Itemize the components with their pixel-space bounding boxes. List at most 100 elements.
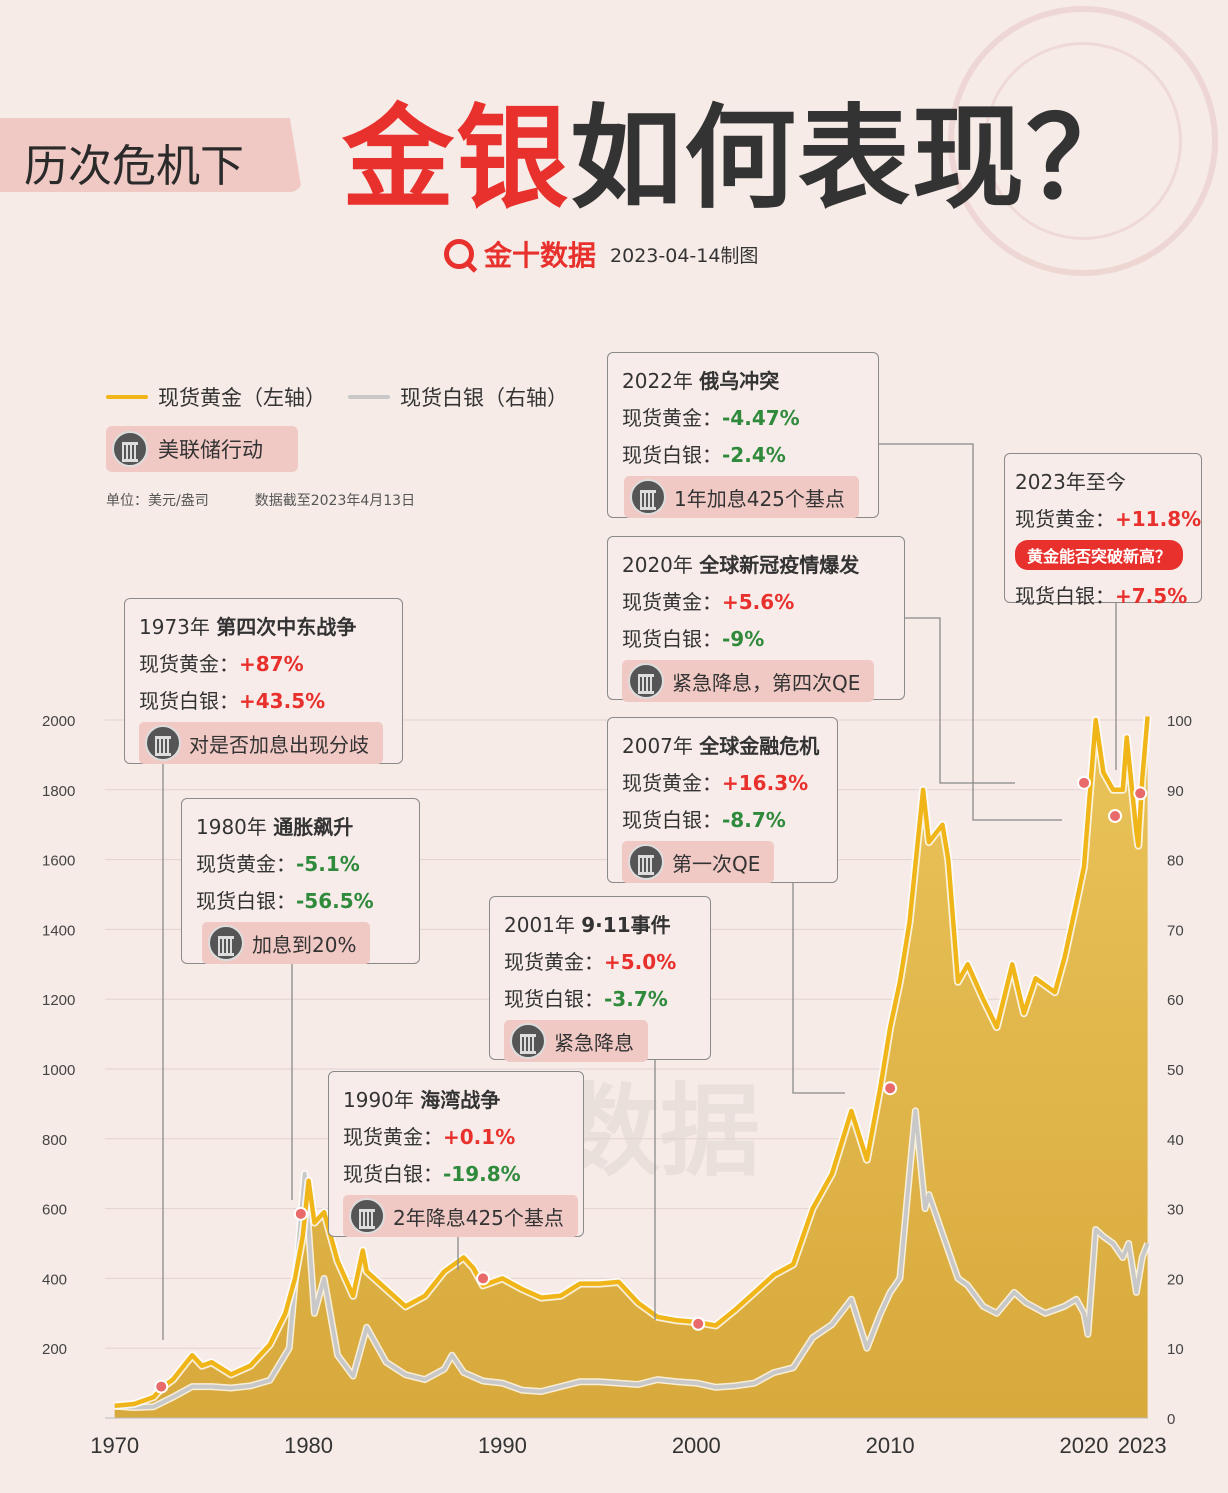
event-box-2020: 2020年 全球新冠疫情爆发 现货黄金：+5.6% 现货白银：-9% 紧急降息，…: [607, 536, 905, 702]
y-tick-label-right: 10: [1167, 1341, 1184, 1358]
gold-swatch-icon: [106, 395, 148, 399]
federal-reserve-seal-watermark: [948, 6, 1218, 276]
y-tick-label-right: 70: [1167, 922, 1184, 939]
fed-action-text: 2年降息425个基点: [393, 1205, 564, 1230]
question-badge: 黄金能否突破新高？: [1015, 540, 1184, 570]
title-rest: 如何表现？: [570, 94, 1140, 224]
y-tick-label-left: 200: [42, 1341, 67, 1358]
gold-change: +5.0%: [604, 950, 677, 974]
event-name: 全球新冠疫情爆发: [699, 553, 860, 577]
y-tick-label-left: 1600: [42, 853, 75, 870]
fed-seal-icon: [208, 925, 244, 961]
event-name: 第四次中东战争: [216, 615, 357, 639]
y-tick-label-left: 1800: [42, 783, 75, 800]
y-tick-label-left: 1000: [42, 1062, 75, 1079]
leader-line: [792, 883, 845, 1094]
y-tick-label-right: 80: [1167, 853, 1184, 870]
fed-action: 1年加息425个基点: [624, 476, 859, 518]
y-tick-label-right: 100: [1167, 713, 1192, 730]
event-year: 2007年: [622, 734, 693, 758]
silver-change: -3.7%: [604, 987, 668, 1011]
event-box-2022: 2022年 俄乌冲突 现货黄金：-4.47% 现货白银：-2.4% 1年加息42…: [607, 352, 879, 518]
silver-change: -9%: [722, 627, 765, 651]
silver-swatch-icon: [348, 395, 390, 399]
x-tick-label: 1990: [478, 1433, 527, 1458]
y-tick-label-left: 1200: [42, 992, 75, 1009]
y-tick-label-left: 800: [42, 1132, 67, 1149]
fed-seal-icon: [628, 844, 664, 880]
event-marker: [883, 1081, 898, 1096]
unit-note: 单位：美元/盎司: [106, 493, 209, 509]
y-tick-label-right: 90: [1167, 783, 1184, 800]
event-box-1980: 1980年 通胀飙升 现货黄金：-5.1% 现货白银：-56.5% 加息到20%: [181, 798, 420, 964]
fed-action: 紧急降息，第四次QE: [622, 660, 875, 702]
gold-label: 现货黄金：: [139, 652, 239, 676]
fed-action-text: 第一次QE: [672, 851, 761, 876]
gold-change: +16.3%: [722, 771, 809, 795]
chart-notes: 单位：美元/盎司 数据截至2023年4月13日: [106, 490, 415, 510]
silver-line: [114, 1108, 1150, 1410]
silver-label: 现货白银：: [196, 889, 296, 913]
brand-name: 金十数据: [484, 239, 597, 272]
event-year: 2020年: [622, 553, 693, 577]
x-tick-label: 2023: [1118, 1433, 1167, 1458]
silver-change: -8.7%: [722, 808, 786, 832]
event-marker: [154, 1379, 169, 1394]
fed-action: 紧急降息: [504, 1020, 648, 1062]
event-year: 1980年: [196, 815, 267, 839]
event-year: 1973年: [139, 615, 210, 639]
gold-label: 现货黄金：: [504, 950, 604, 974]
fed-seal-icon: [112, 431, 148, 467]
event-name: 俄乌冲突: [699, 369, 780, 393]
leader-line: [905, 617, 1015, 784]
gold-label: 现货黄金：: [196, 852, 296, 876]
y-tick-label-right: 40: [1167, 1132, 1184, 1149]
gold-label: 现货黄金：: [622, 771, 722, 795]
fed-action-text: 紧急降息，第四次QE: [672, 670, 861, 695]
legend-gold: 现货黄金（左轴）: [106, 382, 326, 412]
y-tick-label-right: 0: [1167, 1411, 1175, 1428]
event-year: 2023年至今: [1015, 470, 1126, 494]
gold-change: +87%: [239, 652, 304, 676]
event-name: 全球金融危机: [699, 734, 820, 758]
silver-change: +7.5%: [1115, 584, 1188, 608]
subtitle: 历次危机下: [24, 141, 244, 192]
y-tick-label-left: 1400: [42, 922, 75, 939]
legend-fed: 美联储行动: [106, 426, 298, 472]
brand-logo-icon: [444, 239, 474, 269]
x-tick-label: 2010: [866, 1433, 915, 1458]
event-marker: [1133, 786, 1148, 801]
x-tick-label: 1970: [90, 1433, 139, 1458]
silver-label: 现货白银：: [139, 689, 239, 713]
gold-area: [114, 716, 1148, 1418]
event-marker: [1108, 808, 1123, 823]
event-year: 2001年: [504, 913, 575, 937]
fed-action: 第一次QE: [622, 841, 775, 883]
page-title: 金银如何表现？: [342, 92, 1140, 226]
x-tick-label: 1980: [284, 1433, 333, 1458]
event-box-1973: 1973年 第四次中东战争 现货黄金：+87% 现货白银：+43.5% 对是否加…: [124, 598, 403, 764]
gold-change: -4.47%: [722, 406, 800, 430]
y-tick-label-right: 20: [1167, 1271, 1184, 1288]
gold-change: +11.8%: [1115, 507, 1202, 531]
silver-label: 现货白银：: [343, 1162, 443, 1186]
silver-label: 现货白银：: [504, 987, 604, 1011]
fed-action: 2年降息425个基点: [343, 1195, 578, 1237]
event-name: 海湾战争: [420, 1088, 501, 1112]
event-marker: [1077, 775, 1092, 790]
fed-action-text: 紧急降息: [554, 1030, 634, 1055]
event-marker: [691, 1316, 706, 1331]
event-box-2007: 2007年 全球金融危机 现货黄金：+16.3% 现货白银：-8.7% 第一次Q…: [607, 717, 838, 883]
fed-seal-icon: [510, 1023, 546, 1059]
fed-seal-icon: [630, 479, 666, 515]
y-tick-label-left: 600: [42, 1202, 67, 1219]
title-highlight: 金银: [342, 94, 570, 224]
leader-line: [879, 443, 1062, 821]
event-year: 1990年: [343, 1088, 414, 1112]
fed-seal-icon: [628, 663, 664, 699]
event-name: 9·11事件: [581, 913, 671, 937]
event-box-2023: 2023年至今 现货黄金：+11.8% 黄金能否突破新高？ 现货白银：+7.5%: [1004, 453, 1202, 608]
x-tick-label: 2020: [1060, 1433, 1109, 1458]
legend-silver-label: 现货白银（右轴）: [400, 386, 568, 410]
gold-label: 现货黄金：: [622, 590, 722, 614]
